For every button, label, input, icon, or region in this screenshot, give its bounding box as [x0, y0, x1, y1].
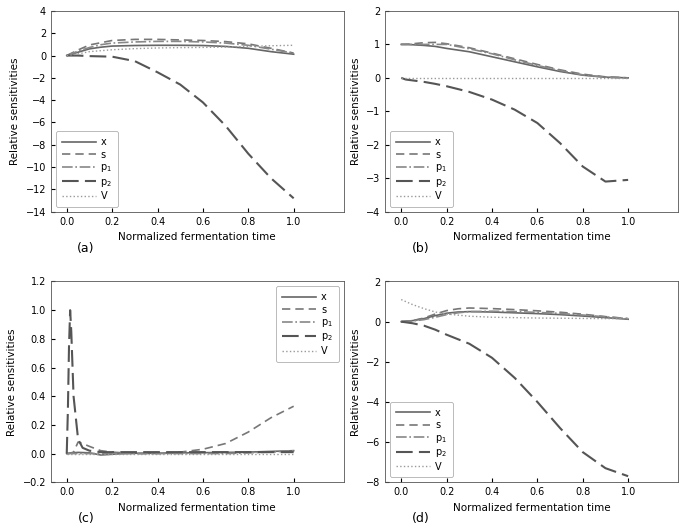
Text: (a): (a)	[77, 242, 95, 255]
X-axis label: Normalized fermentation time: Normalized fermentation time	[119, 502, 276, 513]
X-axis label: Normalized fermentation time: Normalized fermentation time	[453, 502, 610, 513]
X-axis label: Normalized fermentation time: Normalized fermentation time	[453, 232, 610, 242]
Text: (b): (b)	[412, 242, 429, 255]
Text: (d): (d)	[412, 513, 429, 525]
Legend: x, s, p$_1$, p$_2$, V: x, s, p$_1$, p$_2$, V	[55, 131, 119, 207]
X-axis label: Normalized fermentation time: Normalized fermentation time	[119, 232, 276, 242]
Legend: x, s, p$_1$, p$_2$, V: x, s, p$_1$, p$_2$, V	[390, 402, 453, 478]
Y-axis label: Relative sensitivities: Relative sensitivities	[10, 58, 20, 165]
Y-axis label: Relative sensitivities: Relative sensitivities	[351, 58, 360, 165]
Legend: x, s, p$_1$, p$_2$, V: x, s, p$_1$, p$_2$, V	[276, 286, 338, 362]
Legend: x, s, p$_1$, p$_2$, V: x, s, p$_1$, p$_2$, V	[390, 131, 453, 207]
Y-axis label: Relative sensitivities: Relative sensitivities	[351, 328, 360, 436]
Text: (c): (c)	[77, 513, 95, 525]
Y-axis label: Relative sensitivities: Relative sensitivities	[7, 328, 17, 436]
